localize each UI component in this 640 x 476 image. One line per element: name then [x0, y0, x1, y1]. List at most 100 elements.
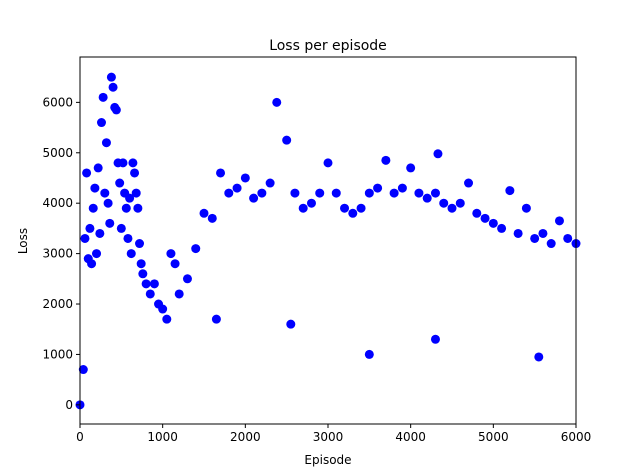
- data-point: [126, 249, 136, 259]
- data-point: [240, 173, 250, 183]
- data-point: [191, 244, 201, 254]
- data-point: [439, 198, 449, 208]
- data-point: [521, 203, 531, 213]
- data-point: [348, 208, 358, 218]
- y-tick-label: 2000: [42, 297, 73, 311]
- data-point: [96, 118, 106, 128]
- data-point: [78, 365, 88, 375]
- data-point: [121, 203, 131, 213]
- data-point: [158, 304, 168, 314]
- data-point: [108, 82, 118, 92]
- data-point: [166, 249, 176, 259]
- data-point: [265, 178, 275, 188]
- data-point: [105, 218, 115, 228]
- x-tick-label: 5000: [478, 430, 509, 444]
- data-point: [141, 279, 151, 289]
- data-point: [82, 168, 92, 178]
- data-point: [95, 228, 105, 238]
- data-point: [170, 259, 180, 269]
- y-tick-label: 5000: [42, 146, 73, 160]
- data-point: [100, 188, 110, 198]
- data-point: [116, 223, 126, 233]
- data-point: [373, 183, 383, 193]
- x-axis-label: Episode: [304, 453, 351, 467]
- data-point: [138, 269, 148, 279]
- data-point: [211, 314, 221, 324]
- data-point: [306, 198, 316, 208]
- data-point: [286, 319, 296, 329]
- data-point: [430, 188, 440, 198]
- data-point: [232, 183, 242, 193]
- data-point: [513, 228, 523, 238]
- data-point: [546, 239, 556, 249]
- data-point: [364, 188, 374, 198]
- data-point: [93, 163, 103, 173]
- data-point: [115, 178, 125, 188]
- data-point: [106, 72, 116, 82]
- data-point: [464, 178, 474, 188]
- x-tick-label: 2000: [230, 430, 261, 444]
- data-point: [290, 188, 300, 198]
- data-point: [534, 352, 544, 362]
- data-point: [131, 188, 141, 198]
- data-point: [447, 203, 457, 213]
- y-tick-label: 4000: [42, 196, 73, 210]
- x-tick-label: 1000: [147, 430, 178, 444]
- data-point: [472, 208, 482, 218]
- data-point: [103, 198, 113, 208]
- data-point: [92, 249, 102, 259]
- data-point: [87, 259, 97, 269]
- data-point: [123, 233, 133, 243]
- y-tick-label: 6000: [42, 95, 73, 109]
- data-point: [125, 193, 135, 203]
- data-point: [199, 208, 209, 218]
- data-points: [75, 72, 581, 410]
- data-point: [563, 233, 573, 243]
- data-point: [128, 158, 138, 168]
- data-point: [315, 188, 325, 198]
- data-point: [98, 92, 108, 102]
- data-point: [272, 97, 282, 107]
- data-point: [497, 223, 507, 233]
- data-point: [455, 198, 465, 208]
- data-point: [149, 279, 159, 289]
- x-axis: 0 1000 2000 3000 4000 5000 6000: [76, 424, 591, 444]
- data-point: [364, 349, 374, 359]
- data-point: [554, 216, 564, 226]
- y-tick-label: 0: [65, 398, 73, 412]
- x-tick-label: 6000: [561, 430, 592, 444]
- data-point: [282, 135, 292, 145]
- data-point: [135, 239, 145, 249]
- data-point: [430, 334, 440, 344]
- data-point: [80, 233, 90, 243]
- y-axis: 0 1000 2000 3000 4000 5000 6000: [42, 95, 80, 412]
- data-point: [118, 158, 128, 168]
- data-point: [249, 193, 259, 203]
- data-point: [174, 289, 184, 299]
- data-point: [182, 274, 192, 284]
- data-point: [130, 168, 140, 178]
- x-tick-label: 3000: [313, 430, 344, 444]
- chart-title: Loss per episode: [269, 38, 387, 54]
- x-tick-label: 0: [76, 430, 84, 444]
- data-point: [162, 314, 172, 324]
- data-point: [538, 228, 548, 238]
- y-tick-label: 1000: [42, 347, 73, 361]
- data-point: [85, 223, 95, 233]
- data-point: [397, 183, 407, 193]
- data-point: [145, 289, 155, 299]
- data-point: [133, 203, 143, 213]
- y-axis-label: Loss: [16, 228, 30, 254]
- data-point: [323, 158, 333, 168]
- data-point: [257, 188, 267, 198]
- data-point: [389, 188, 399, 198]
- data-point: [90, 183, 100, 193]
- data-point: [433, 149, 443, 159]
- data-point: [422, 193, 432, 203]
- data-point: [530, 233, 540, 243]
- data-point: [480, 213, 490, 223]
- data-point: [224, 188, 234, 198]
- data-point: [88, 203, 98, 213]
